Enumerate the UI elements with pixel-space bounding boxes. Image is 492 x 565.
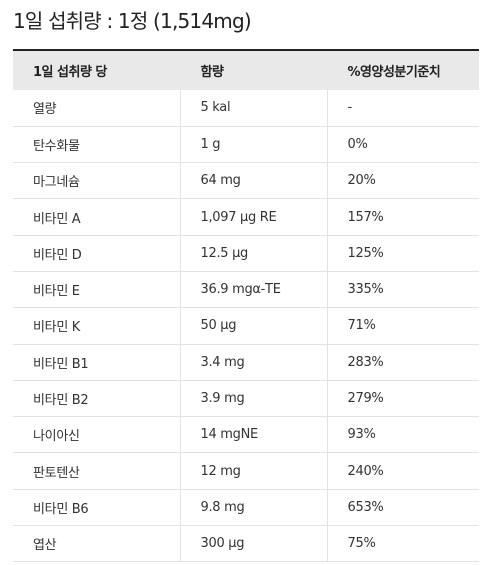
- nutrient-amount: 9.8 mg: [179, 489, 328, 526]
- nutrient-percent: 653%: [347, 499, 384, 515]
- nutrient-percent: 71%: [347, 318, 376, 334]
- table-row: 비타민 A 1,097 μg RE 157%: [13, 198, 479, 236]
- page-title: 1일 섭취량 : 1정 (1,514mg): [13, 9, 252, 33]
- nutrient-percent: 279%: [347, 391, 384, 407]
- nutrient-amount: 1,097 μg RE: [179, 198, 328, 236]
- table-row: 비타민 B2 3.9 mg 279%: [13, 380, 479, 417]
- nutrient-amount: 3.9 mg: [179, 380, 328, 417]
- nutrient-amount: 12 mg: [179, 452, 328, 490]
- nutrient-percent: 93%: [347, 427, 376, 443]
- nutrient-amount: 300 μg: [179, 525, 328, 562]
- nutrient-name: 판토텐산: [33, 465, 80, 481]
- table-row: 마그네슘 64 mg 20%: [13, 162, 479, 199]
- nutrient-percent: 283%: [347, 354, 384, 370]
- nutrient-name: 비타민 D: [33, 247, 82, 263]
- nutrient-amount: 5 kal: [179, 90, 328, 127]
- table-row: 비타민 E 36.9 mgα-TE 335%: [13, 271, 479, 308]
- table-row: 비타민 K 50 μg 71%: [13, 307, 479, 345]
- nutrient-percent: 157%: [347, 209, 384, 225]
- header-amount: 함량: [179, 50, 328, 90]
- nutrient-percent: 335%: [347, 282, 384, 298]
- nutrient-amount: 50 μg: [179, 307, 328, 345]
- table-row: 나이아신 14 mgNE 93%: [13, 416, 479, 453]
- nutrient-percent: 125%: [347, 245, 384, 261]
- header-serving: 1일 섭취량 당: [33, 65, 107, 80]
- table-row: 판토텐산 12 mg 240%: [13, 452, 479, 490]
- nutrient-percent: 75%: [347, 536, 376, 552]
- header-daily-value: %영양성분기준치: [347, 65, 441, 80]
- table-header-row: 1일 섭취량 당 함량 %영양성분기준치: [13, 50, 479, 90]
- nutrient-amount: 14 mgNE: [179, 416, 328, 453]
- table-row: 비타민 D 12.5 μg 125%: [13, 235, 479, 272]
- nutrient-name: 비타민 A: [33, 211, 81, 227]
- table-row: 비타민 B6 9.8 mg 653%: [13, 489, 479, 526]
- nutrient-name: 마그네슘: [33, 175, 80, 191]
- nutrient-name: 비타민 B2: [33, 393, 89, 409]
- nutrient-amount: 3.4 mg: [179, 344, 328, 381]
- nutrient-amount: 64 mg: [179, 162, 328, 199]
- nutrient-name: 비타민 E: [33, 284, 80, 300]
- nutrient-name: 탄수화물: [33, 138, 80, 154]
- nutrient-name: 열량: [33, 102, 57, 118]
- nutrient-amount: 12.5 μg: [179, 235, 328, 272]
- nutrient-name: 비타민 B6: [33, 501, 89, 517]
- nutrient-name: 엽산: [33, 538, 57, 554]
- nutrient-name: 나이아신: [33, 429, 80, 445]
- nutrient-name: 비타민 K: [33, 320, 81, 336]
- nutrient-percent: 20%: [347, 173, 376, 189]
- nutrition-table: 1일 섭취량 당 함량 %영양성분기준치 열량 5 kal - 탄수화물 1 g…: [13, 49, 479, 562]
- nutrient-percent: -: [347, 100, 353, 116]
- table-row: 열량 5 kal -: [13, 90, 479, 127]
- table-body: 열량 5 kal - 탄수화물 1 g 0% 마그네슘 64 mg 20% 비타…: [13, 90, 479, 562]
- nutrient-amount: 36.9 mgα-TE: [179, 271, 328, 308]
- nutrient-amount: 1 g: [179, 126, 328, 163]
- table-row: 탄수화물 1 g 0%: [13, 126, 479, 163]
- table-row: 엽산 300 μg 75%: [13, 525, 479, 562]
- table-row: 비타민 B1 3.4 mg 283%: [13, 344, 479, 381]
- nutrient-name: 비타민 B1: [33, 356, 89, 372]
- nutrient-percent: 0%: [347, 136, 368, 152]
- nutrient-percent: 240%: [347, 463, 384, 479]
